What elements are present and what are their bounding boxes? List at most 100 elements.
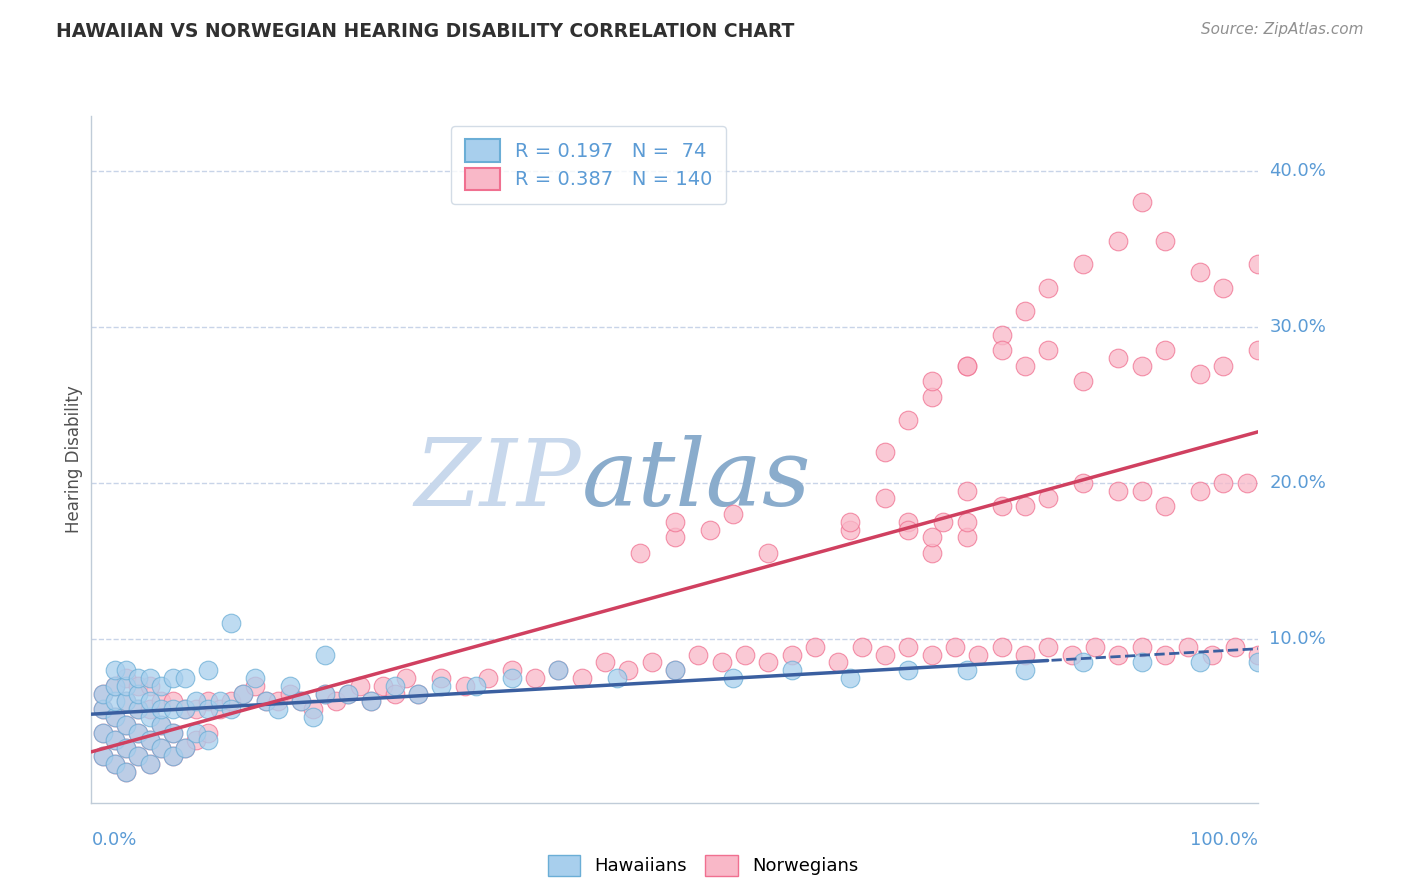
Point xyxy=(851,640,873,654)
Point xyxy=(1073,257,1095,271)
Text: HAWAIIAN VS NORWEGIAN HEARING DISABILITY CORRELATION CHART: HAWAIIAN VS NORWEGIAN HEARING DISABILITY… xyxy=(56,22,794,41)
Point xyxy=(115,717,138,731)
Point xyxy=(91,687,114,701)
Point xyxy=(1038,491,1060,506)
Point xyxy=(325,694,347,708)
Point xyxy=(221,616,243,631)
Point xyxy=(91,748,114,763)
Point xyxy=(1038,343,1060,358)
Point xyxy=(640,655,662,669)
Point xyxy=(617,663,640,677)
Point xyxy=(501,663,523,677)
Point xyxy=(1060,648,1083,662)
Point xyxy=(138,733,162,747)
Point xyxy=(1073,475,1095,490)
Point xyxy=(1130,640,1153,654)
Point xyxy=(104,710,127,724)
Point xyxy=(943,640,966,654)
Point xyxy=(897,413,920,427)
Point xyxy=(232,687,254,701)
Point xyxy=(104,733,127,747)
Point xyxy=(523,671,546,685)
Point xyxy=(197,702,219,716)
Y-axis label: Hearing Disability: Hearing Disability xyxy=(65,385,83,533)
Point xyxy=(956,483,979,498)
Point xyxy=(1014,359,1036,373)
Point xyxy=(956,530,979,544)
Point xyxy=(1247,257,1270,271)
Point xyxy=(1247,655,1270,669)
Point xyxy=(664,663,686,677)
Point xyxy=(138,671,162,685)
Point xyxy=(1154,343,1177,358)
Point xyxy=(278,687,301,701)
Point xyxy=(734,648,756,662)
Point xyxy=(1130,655,1153,669)
Point xyxy=(127,702,149,716)
Text: 10.0%: 10.0% xyxy=(1270,630,1326,648)
Point xyxy=(150,702,173,716)
Point xyxy=(756,655,779,669)
Point xyxy=(1130,194,1153,209)
Point xyxy=(104,756,127,771)
Point xyxy=(1130,359,1153,373)
Point xyxy=(162,748,184,763)
Point xyxy=(232,687,254,701)
Point xyxy=(115,764,138,779)
Point xyxy=(838,523,860,537)
Point xyxy=(838,671,860,685)
Point xyxy=(593,655,616,669)
Point xyxy=(138,756,162,771)
Point xyxy=(115,663,138,677)
Point xyxy=(371,679,394,693)
Point xyxy=(127,687,149,701)
Point xyxy=(430,671,453,685)
Point xyxy=(477,671,499,685)
Point xyxy=(1189,483,1212,498)
Point xyxy=(150,741,173,756)
Point xyxy=(115,694,138,708)
Point xyxy=(173,671,195,685)
Point xyxy=(197,733,219,747)
Point xyxy=(780,648,803,662)
Point xyxy=(104,756,127,771)
Point xyxy=(127,725,149,739)
Point xyxy=(921,530,943,544)
Point xyxy=(897,515,920,529)
Point xyxy=(138,679,162,693)
Point xyxy=(91,702,114,716)
Point xyxy=(150,741,173,756)
Point xyxy=(1014,663,1036,677)
Text: ZIP: ZIP xyxy=(415,435,582,525)
Point xyxy=(1014,304,1036,318)
Point xyxy=(314,687,336,701)
Point xyxy=(267,702,290,716)
Point xyxy=(406,687,429,701)
Point xyxy=(838,515,860,529)
Point xyxy=(1038,640,1060,654)
Point xyxy=(664,663,686,677)
Point xyxy=(162,725,184,739)
Point xyxy=(1084,640,1107,654)
Point xyxy=(91,748,114,763)
Point xyxy=(162,725,184,739)
Point xyxy=(827,655,849,669)
Point xyxy=(314,648,336,662)
Point xyxy=(104,694,127,708)
Point xyxy=(162,748,184,763)
Point xyxy=(127,725,149,739)
Point xyxy=(127,671,149,685)
Point xyxy=(688,648,710,662)
Point xyxy=(465,679,488,693)
Point xyxy=(664,515,686,529)
Point xyxy=(173,702,195,716)
Point xyxy=(115,741,138,756)
Point xyxy=(897,663,920,677)
Point xyxy=(314,687,336,701)
Text: atlas: atlas xyxy=(582,435,811,525)
Point xyxy=(1177,640,1199,654)
Point xyxy=(1154,234,1177,248)
Point xyxy=(104,663,127,677)
Text: 100.0%: 100.0% xyxy=(1191,830,1258,848)
Point xyxy=(1189,367,1212,381)
